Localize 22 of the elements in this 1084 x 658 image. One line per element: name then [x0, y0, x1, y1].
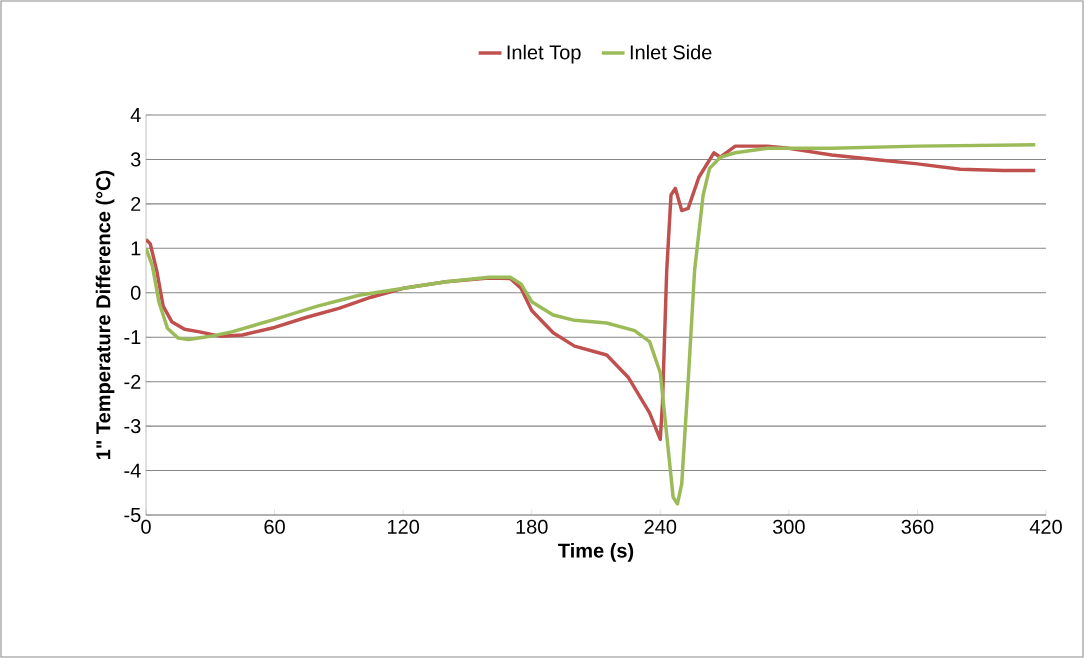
y-tick-label: 1: [131, 241, 141, 256]
x-axis-title: Time (s): [558, 543, 634, 562]
legend-label: Inlet Side: [630, 44, 712, 60]
y-tick-label: 3: [130, 152, 141, 167]
y-tick-label: -1: [124, 330, 141, 345]
y-tick-label: 2: [131, 196, 141, 211]
x-tick-label: 120: [387, 519, 420, 534]
x-tick-label: 240: [644, 519, 677, 534]
y-tick-label: 0: [130, 285, 141, 300]
y-tick-label: 4: [130, 108, 141, 122]
y-tick-label: -4: [124, 463, 141, 478]
x-tick-label: 300: [772, 519, 805, 534]
x-tick-label: 0: [141, 519, 151, 534]
y-tick-label: -2: [124, 374, 141, 389]
x-tick-label: 180: [516, 519, 548, 534]
y-axis-title: 1" Temperature Difference (°C): [95, 170, 115, 460]
y-tick-label: -5: [124, 508, 141, 522]
x-tick-label: 60: [264, 519, 285, 534]
legend-label: Inlet Top: [507, 44, 581, 64]
x-tick-label: 360: [901, 519, 934, 534]
x-tick-label: 420: [1029, 519, 1062, 534]
y-tick-label: -3: [124, 419, 141, 434]
